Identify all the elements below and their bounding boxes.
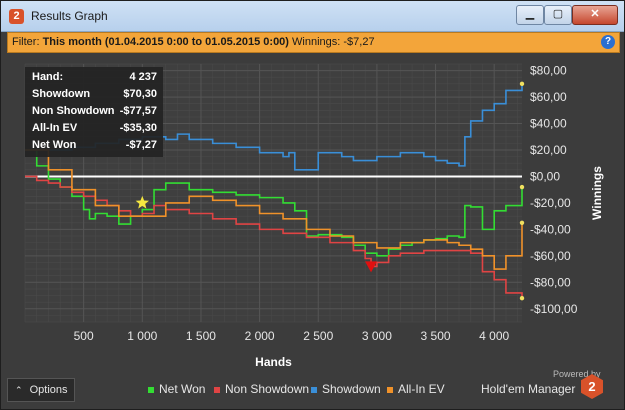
brand-name: Hold'em Manager xyxy=(481,382,576,396)
x-tick-label: 1 000 xyxy=(127,329,157,343)
legend-swatch xyxy=(387,386,393,393)
legend-item[interactable]: All-In EV xyxy=(387,382,445,396)
stat-label: Hand: xyxy=(32,71,64,83)
x-axis-label: Hands xyxy=(255,355,292,369)
options-label: Options xyxy=(29,384,68,396)
best-star-icon xyxy=(135,195,149,209)
stat-value: -$7,27 xyxy=(125,139,157,151)
maximize-button[interactable]: ▢ xyxy=(544,5,572,25)
close-button[interactable]: ✕ xyxy=(572,5,618,25)
stat-value: 4 237 xyxy=(129,71,157,83)
legend-label: Showdown xyxy=(322,382,381,396)
title-bar[interactable]: 2 Results Graph ▁ ▢ ✕ xyxy=(1,1,624,32)
app-logo-icon: 2 xyxy=(9,9,24,24)
y-tick-label: $60,00 xyxy=(530,90,567,104)
stat-label: Showdown xyxy=(32,88,91,100)
legend-item[interactable]: Showdown xyxy=(311,382,381,396)
y-axis-label: Winnings xyxy=(590,166,604,220)
minimize-button[interactable]: ▁ xyxy=(516,5,544,25)
legend-item[interactable]: Net Won xyxy=(148,382,205,396)
chevron-up-icon: ⌃ xyxy=(15,385,23,395)
stat-value: $70,30 xyxy=(123,88,157,100)
x-tick-label: 2 000 xyxy=(245,329,275,343)
filter-prefix: Filter: xyxy=(12,36,40,48)
legend-swatch xyxy=(148,386,154,393)
help-icon[interactable]: ? xyxy=(601,35,615,49)
x-tick-label: 4 000 xyxy=(479,329,509,343)
powered-by-text: Powered by xyxy=(553,369,601,379)
stat-label: All-In EV xyxy=(32,122,78,134)
footer-bar: ⌃ Options Net Won Non Showdown Showdown All… xyxy=(1,369,624,409)
stats-overlay: Hand: 4 237 Showdown $70,30 Non Showdown -$77… xyxy=(25,67,163,157)
x-tick-label: 2 500 xyxy=(303,329,333,343)
worst-triangle-icon xyxy=(365,261,378,273)
y-tick-label: -$40,00 xyxy=(530,222,571,236)
legend-label: All-In EV xyxy=(398,382,445,396)
y-tick-label: -$60,00 xyxy=(530,249,571,263)
y-tick-label: $40,00 xyxy=(530,117,567,131)
filter-winnings: Winnings: -$7,27 xyxy=(292,36,375,48)
series-line-non-showdown xyxy=(25,175,523,299)
legend-item[interactable]: Non Showdown xyxy=(214,382,309,396)
stat-value: -$77,57 xyxy=(119,105,157,117)
y-tick-label: -$80,00 xyxy=(530,275,571,289)
y-tick-label: $80,00 xyxy=(530,64,567,78)
series-end-point xyxy=(519,184,525,190)
hem-logo-icon: 2 xyxy=(581,374,603,399)
y-tick-label: $20,00 xyxy=(530,143,567,157)
stat-label: Non Showdown xyxy=(32,105,115,117)
filter-bar[interactable]: Filter: This month (01.04.2015 0:00 to 0… xyxy=(7,32,620,53)
legend-label: Non Showdown xyxy=(225,382,310,396)
legend-swatch xyxy=(214,386,220,393)
window-title: Results Graph xyxy=(31,9,108,23)
legend-swatch xyxy=(311,386,317,393)
x-tick-label: 3 500 xyxy=(421,329,451,343)
y-tick-label: $0,00 xyxy=(530,169,560,183)
x-tick-label: 3 000 xyxy=(362,329,392,343)
y-tick-label: -$100,00 xyxy=(530,302,578,316)
series-end-point xyxy=(519,220,525,225)
options-button[interactable]: ⌃ Options xyxy=(7,378,75,402)
y-tick-label: -$20,00 xyxy=(530,196,571,210)
stat-label: Net Won xyxy=(32,139,77,151)
series-line-all-in-ev xyxy=(25,149,523,270)
x-tick-label: 500 xyxy=(74,329,94,343)
x-tick-label: 1 500 xyxy=(186,329,216,343)
legend-label: Net Won xyxy=(159,382,206,396)
filter-range: This month (01.04.2015 0:00 to 01.05.201… xyxy=(42,36,289,48)
series-end-point xyxy=(519,295,525,301)
series-line-net-won xyxy=(25,149,523,257)
stat-value: -$35,30 xyxy=(119,122,157,134)
series-end-point xyxy=(519,81,525,87)
